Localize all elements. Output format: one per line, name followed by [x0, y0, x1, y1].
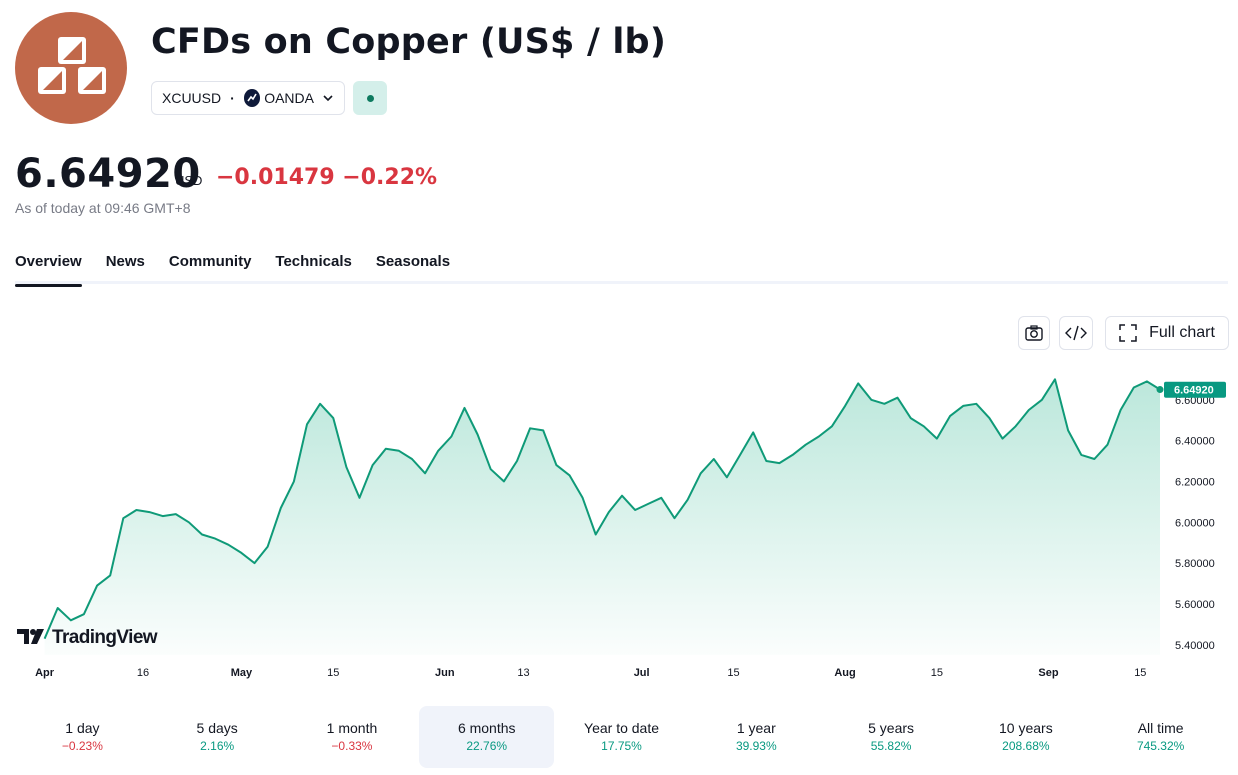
tab-news[interactable]: News: [105, 253, 145, 270]
period-6-months[interactable]: 6 months 22.76%: [419, 706, 555, 768]
oanda-logo-icon: [243, 89, 261, 107]
price-chart[interactable]: 5.40000 5.60000 5.80000 6.00000 6.20000 6.400…: [0, 355, 1238, 690]
tab-seasonals[interactable]: Seasonals: [375, 253, 451, 270]
period-label: Year to date: [584, 720, 660, 736]
x-tick-label: 16: [137, 667, 149, 679]
embed-icon: [1065, 325, 1087, 341]
period-change: 17.75%: [601, 739, 642, 753]
chevron-down-icon: [322, 92, 334, 104]
x-axis: Apr 16 May 15 Jun 13 Jul 15 Aug 15 Sep 15: [35, 667, 1146, 679]
period-label: 1 year: [736, 720, 776, 736]
period-change: −0.33%: [331, 739, 373, 753]
x-tick-label: Jul: [634, 667, 650, 679]
last-price-label: 6.64920: [1174, 385, 1214, 397]
period-change: 745.32%: [1136, 739, 1185, 753]
y-tick-label: 5.40000: [1175, 640, 1215, 652]
period-label: 1 month: [326, 720, 378, 736]
x-tick-label: 15: [931, 667, 943, 679]
period-year-to-date[interactable]: Year to date 17.75%: [554, 706, 689, 768]
snapshot-button[interactable]: [1018, 316, 1050, 350]
symbol-logo: [15, 12, 127, 124]
price-change: −0.01479 −0.22%: [216, 165, 438, 190]
x-tick-label: Aug: [834, 667, 855, 679]
x-tick-label: 15: [327, 667, 339, 679]
price-area: [44, 379, 1161, 655]
x-tick-label: 13: [517, 667, 529, 679]
y-tick-label: 6.60000: [1175, 395, 1215, 407]
y-tick-label: 6.20000: [1175, 476, 1215, 488]
period-1-day[interactable]: 1 day −0.23%: [15, 706, 150, 768]
period-5-years[interactable]: 5 years 55.82%: [824, 706, 959, 768]
period-change: 55.82%: [870, 739, 912, 753]
tradingview-watermark[interactable]: TradingView: [17, 627, 158, 648]
period-10-years[interactable]: 10 years 208.68%: [958, 706, 1093, 768]
last-price-label-bg: [1164, 381, 1226, 398]
y-axis: 5.40000 5.60000 5.80000 6.00000 6.20000 6.400…: [1175, 395, 1215, 652]
broker-label: OANDA: [264, 90, 314, 106]
separator-dot: ·: [230, 90, 235, 106]
page-title: CFDs on Copper (US$ / lb): [151, 22, 667, 62]
period-change: −0.23%: [61, 739, 103, 753]
period-label: 10 years: [999, 720, 1053, 736]
fullscreen-icon: [1119, 324, 1137, 342]
last-price: 6.64920: [15, 151, 201, 197]
tab-technicals[interactable]: Technicals: [275, 253, 352, 270]
period-all-time[interactable]: All time 745.32%: [1093, 706, 1228, 768]
period-1-month[interactable]: 1 month −0.33%: [285, 706, 420, 768]
period-1-year[interactable]: 1 year 39.93%: [689, 706, 824, 768]
tradingview-logo-icon: [17, 629, 44, 644]
y-tick-label: 5.60000: [1175, 599, 1215, 611]
market-status-indicator[interactable]: [353, 81, 387, 115]
x-tick-label: Apr: [35, 667, 55, 679]
y-tick-label: 6.00000: [1175, 517, 1215, 529]
quote-timestamp: As of today at 09:46 GMT+8: [15, 200, 191, 216]
x-tick-label: 15: [1134, 667, 1146, 679]
period-selector: 1 day −0.23% 5 days 2.16% 1 month −0.33% 6 …: [15, 706, 1228, 768]
y-tick-label: 6.40000: [1175, 436, 1215, 448]
snapshot-icon: [1025, 325, 1043, 341]
x-tick-label: Sep: [1038, 667, 1058, 679]
y-tick-label: 5.80000: [1175, 558, 1215, 570]
period-label: All time: [1137, 720, 1184, 736]
price-line: [43, 378, 1161, 640]
full-chart-label: Full chart: [1149, 324, 1215, 341]
period-label: 5 years: [868, 720, 915, 736]
period-change: 2.16%: [200, 739, 235, 753]
period-change: 22.76%: [466, 739, 508, 753]
embed-button[interactable]: [1059, 316, 1093, 350]
tab-community[interactable]: Community: [168, 253, 252, 270]
period-5-days[interactable]: 5 days 2.16%: [150, 706, 285, 768]
symbol-selector[interactable]: XCUUSD · OANDA: [151, 81, 345, 115]
period-label: 5 days: [196, 720, 238, 736]
copper-bars-icon: [38, 37, 106, 94]
x-tick-label: Jun: [435, 667, 455, 679]
period-label: 1 day: [65, 720, 100, 736]
period-change: 39.93%: [735, 739, 777, 753]
price-currency: USD: [175, 173, 203, 188]
period-label: 6 months: [457, 720, 516, 736]
last-price-marker: 6.64920: [1156, 381, 1226, 398]
x-tick-label: May: [231, 667, 253, 679]
last-price-dot: [1156, 386, 1164, 394]
tab-overview[interactable]: Overview: [15, 253, 82, 287]
period-change: 208.68%: [1002, 739, 1050, 753]
x-tick-label: 15: [727, 667, 739, 679]
market-open-dot-icon: [366, 94, 374, 102]
ticker-label: XCUUSD: [162, 90, 222, 106]
watermark-label: TradingView: [52, 627, 158, 648]
full-chart-button[interactable]: Full chart: [1105, 316, 1229, 350]
section-tabs: Overview News Community Technicals Seaso…: [15, 253, 1228, 287]
